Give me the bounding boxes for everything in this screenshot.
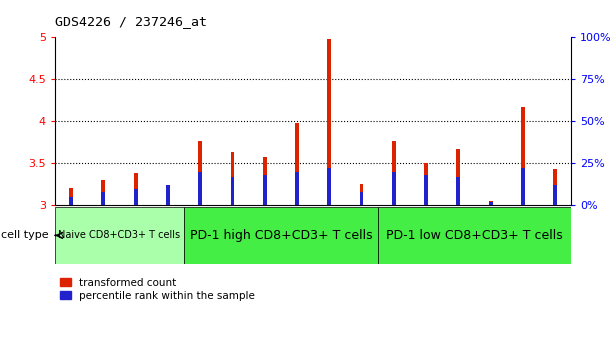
Bar [198,172,202,205]
Legend: transformed count, percentile rank within the sample: transformed count, percentile rank withi… [60,278,255,301]
Bar [489,201,492,205]
Text: GDS4226 / 237246_at: GDS4226 / 237246_at [55,15,207,28]
Bar [456,149,460,205]
Text: Naive CD8+CD3+ T cells: Naive CD8+CD3+ T cells [59,230,181,240]
Bar [521,169,525,205]
Bar [295,123,299,205]
Bar [230,152,235,205]
Bar [101,180,105,205]
Bar [134,173,137,205]
Bar [521,107,525,205]
Bar [360,184,364,205]
Bar [378,207,571,264]
Bar [424,175,428,205]
Bar [69,188,73,205]
Bar [198,141,202,205]
Bar [230,177,235,205]
Bar [184,207,378,264]
Bar [263,175,266,205]
Bar [489,202,492,205]
Bar [392,141,396,205]
Bar [101,192,105,205]
Bar [55,207,184,264]
Bar [360,192,364,205]
Bar [263,158,266,205]
Bar [392,172,396,205]
Bar [69,197,73,205]
Bar [327,39,331,205]
Text: PD-1 low CD8+CD3+ T cells: PD-1 low CD8+CD3+ T cells [386,229,563,242]
Bar [424,163,428,205]
Text: cell type: cell type [1,230,49,240]
Bar [553,185,557,205]
Bar [295,172,299,205]
Bar [134,188,137,205]
Text: PD-1 high CD8+CD3+ T cells: PD-1 high CD8+CD3+ T cells [189,229,372,242]
Bar [166,185,170,205]
Bar [553,169,557,205]
Bar [456,177,460,205]
Bar [166,199,170,205]
Bar [327,169,331,205]
